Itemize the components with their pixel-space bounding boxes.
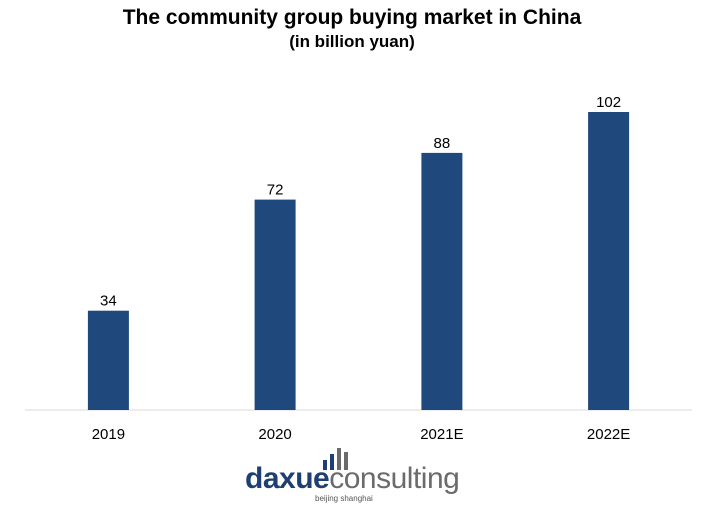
logo-tagline: beijing shanghai (315, 494, 373, 503)
x-tick-label-2021E: 2021E (420, 426, 463, 443)
x-tick-label-2019: 2019 (92, 426, 125, 443)
daxue-consulting-logo: daxueconsulting beijing shanghai (245, 448, 495, 506)
data-label-2019: 34 (100, 293, 117, 310)
chart-title: The community group buying market in Chi… (122, 6, 582, 29)
logo-wordmark: daxueconsulting (245, 462, 460, 496)
bar-2020 (254, 199, 296, 410)
bar-2022E (588, 112, 630, 410)
bar-chart-logo-icon (323, 448, 348, 470)
logo-text-primary: daxue (245, 462, 330, 495)
x-tick-label-2020: 2020 (258, 426, 291, 443)
x-tick-label-2022E: 2022E (587, 426, 630, 443)
chart-subtitle: (in billion yuan) (289, 32, 415, 51)
logo-text-secondary: consulting (329, 462, 460, 495)
bar-2021E (421, 152, 463, 410)
bar-2019 (87, 310, 129, 410)
data-label-2020: 72 (267, 182, 284, 199)
data-label-2021E: 88 (434, 135, 451, 152)
data-label-2022E: 102 (596, 94, 621, 111)
